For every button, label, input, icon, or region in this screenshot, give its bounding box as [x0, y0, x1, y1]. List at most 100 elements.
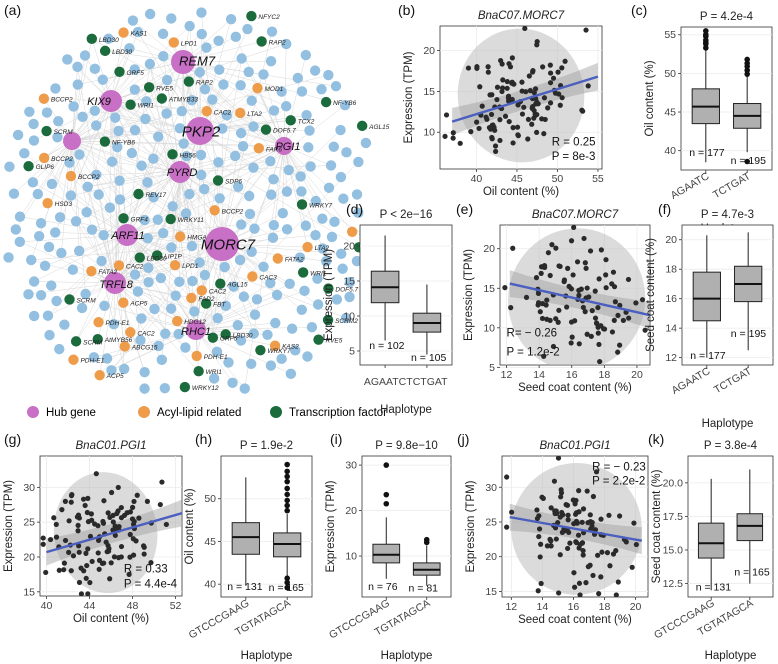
gene-label: AGL15 — [226, 282, 248, 289]
network-edge — [257, 87, 285, 147]
gene-label: PDH-E1 — [80, 358, 104, 365]
box-body — [736, 513, 764, 542]
outlier-point — [744, 60, 750, 67]
data-point — [468, 129, 474, 135]
gene-node — [14, 236, 26, 248]
sample-size-label: n = 165 — [269, 582, 304, 594]
gene-node — [52, 132, 63, 143]
network-edge — [71, 140, 250, 197]
data-point — [552, 510, 558, 517]
gene-label: FATA2 — [98, 269, 117, 276]
gene-node — [91, 169, 102, 180]
data-point — [148, 560, 154, 566]
data-point — [572, 501, 578, 507]
transcription-factor-node — [193, 365, 204, 377]
gene-node — [214, 64, 225, 75]
y-tick-label: 17.5 — [663, 511, 684, 523]
gene-node — [39, 260, 51, 272]
data-point — [556, 590, 562, 596]
gene-label: SCRM — [77, 297, 97, 304]
gene-label: NF-YB6 — [333, 100, 357, 107]
gene-node — [166, 303, 177, 314]
gene-node — [35, 289, 47, 301]
data-point — [62, 498, 68, 504]
legend-hub-swatch — [27, 406, 39, 418]
x-tick-label: 40 — [41, 600, 53, 612]
sample-size-label: n = 105 — [411, 352, 446, 364]
gene-node — [79, 50, 91, 61]
gene-node — [23, 289, 34, 300]
y-tick-label: 20 — [23, 551, 35, 563]
gene-node — [10, 224, 22, 235]
data-point — [527, 88, 533, 94]
gene-node — [32, 188, 44, 200]
data-point — [580, 548, 586, 554]
data-point — [450, 135, 456, 141]
outlier-point — [284, 473, 290, 480]
acyl-lipid-node — [191, 350, 202, 362]
gene-node — [3, 252, 14, 263]
data-point — [555, 456, 562, 461]
gene-node — [335, 124, 346, 136]
y-tick-label: 20 — [423, 45, 435, 57]
network-edge — [104, 305, 197, 331]
data-point — [593, 469, 600, 475]
gene-label: FATA2 — [285, 256, 304, 263]
gene-node — [353, 156, 364, 168]
data-point — [545, 105, 551, 111]
data-point — [53, 521, 59, 528]
gene-node — [144, 58, 156, 70]
transcription-factor-node — [23, 161, 34, 172]
data-point — [118, 504, 124, 511]
data-point — [529, 69, 536, 75]
network-edge — [240, 85, 285, 147]
gene-node — [285, 368, 297, 380]
x-tick-label: 40 — [471, 173, 483, 185]
gene-node — [265, 277, 276, 289]
data-point — [604, 550, 611, 556]
gene-node — [268, 105, 280, 116]
scatter-layer — [40, 471, 182, 596]
network-edge — [47, 282, 116, 316]
gene-node — [235, 127, 247, 139]
data-point — [76, 515, 82, 521]
network-edge — [195, 329, 245, 389]
x-axis-label: Haplotype — [702, 418, 754, 430]
gene-label: BCCP2 — [51, 97, 73, 104]
plot-area — [361, 455, 452, 598]
gene-node — [96, 255, 107, 267]
data-point — [126, 571, 132, 577]
gene-node — [99, 300, 110, 311]
data-point — [116, 555, 122, 561]
data-point — [521, 104, 527, 110]
data-point — [553, 245, 559, 251]
data-point — [504, 85, 510, 91]
outlier-point — [383, 500, 390, 507]
data-point — [534, 129, 540, 135]
gene-node — [299, 285, 310, 297]
acyl-lipid-node — [93, 316, 104, 328]
gene-label: CAC2 — [126, 263, 144, 270]
network-edge — [199, 34, 203, 132]
gene-node — [284, 278, 295, 290]
panel-label-i: (i) — [330, 431, 342, 447]
gene-label: KAS1 — [131, 31, 148, 38]
gene-node — [223, 357, 234, 368]
x-tick-label: 44 — [84, 600, 96, 612]
data-point — [535, 588, 541, 594]
gene-node — [72, 79, 83, 90]
y-tick-label: 30 — [485, 482, 497, 494]
gene-node — [246, 246, 257, 258]
data-point — [127, 509, 134, 515]
data-point — [85, 546, 91, 552]
data-point — [134, 492, 140, 498]
data-point — [584, 488, 590, 494]
data-point — [75, 528, 81, 534]
data-point — [531, 115, 537, 121]
x-tick-label: 48 — [127, 600, 139, 612]
data-point — [558, 487, 564, 493]
network-edge — [153, 158, 223, 245]
gene-node — [97, 74, 109, 85]
acyl-lipid-node — [118, 27, 129, 38]
chart-title: BnaC07.MORC7 — [532, 209, 619, 221]
